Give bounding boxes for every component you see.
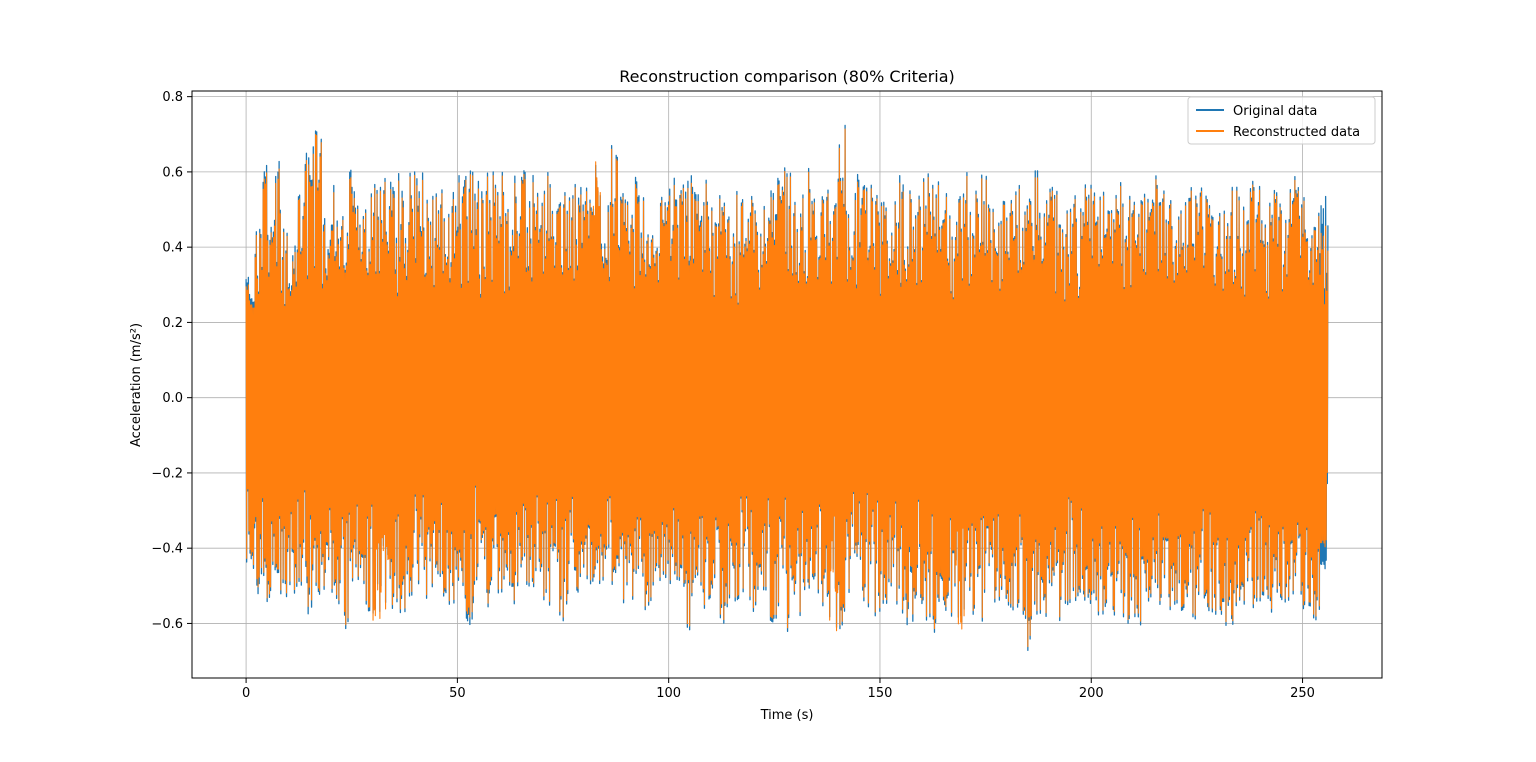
x-tick-label: 0 — [242, 686, 250, 701]
chart-title: Reconstruction comparison (80% Criteria) — [619, 67, 955, 86]
legend: Original data Reconstructed data — [1187, 96, 1376, 145]
y-axis-label: Acceleration (m/s²) — [129, 323, 144, 447]
x-axis-ticks: 0 50 100 150 200 250 — [242, 678, 1315, 701]
legend-box — [1187, 96, 1376, 145]
x-tick-label: 100 — [656, 686, 681, 701]
plot-series — [245, 124, 1329, 651]
y-tick-label: 0.0 — [162, 391, 183, 406]
axes-frame — [191, 90, 1383, 679]
y-tick-label: 0.6 — [162, 165, 183, 180]
x-tick-label: 50 — [449, 686, 466, 701]
y-tick-label: 0.8 — [162, 90, 183, 105]
y-tick-label: −0.2 — [151, 466, 183, 481]
x-axis-label: Time (s) — [760, 708, 814, 723]
y-tick-label: 0.2 — [162, 316, 183, 331]
legend-label-original: Original data — [1233, 104, 1317, 119]
y-tick-label: 0.4 — [162, 241, 183, 256]
series-line-reconstructed — [245, 128, 1329, 648]
y-axis-ticks: −0.6 −0.4 −0.2 0.0 0.2 0.4 0.6 0.8 — [151, 90, 192, 632]
y-tick-label: −0.6 — [151, 617, 183, 632]
x-tick-label: 200 — [1079, 686, 1104, 701]
y-tick-label: −0.4 — [151, 542, 183, 557]
x-tick-label: 150 — [868, 686, 893, 701]
legend-label-reconstructed: Reconstructed data — [1233, 125, 1360, 140]
x-tick-label: 250 — [1290, 686, 1315, 701]
